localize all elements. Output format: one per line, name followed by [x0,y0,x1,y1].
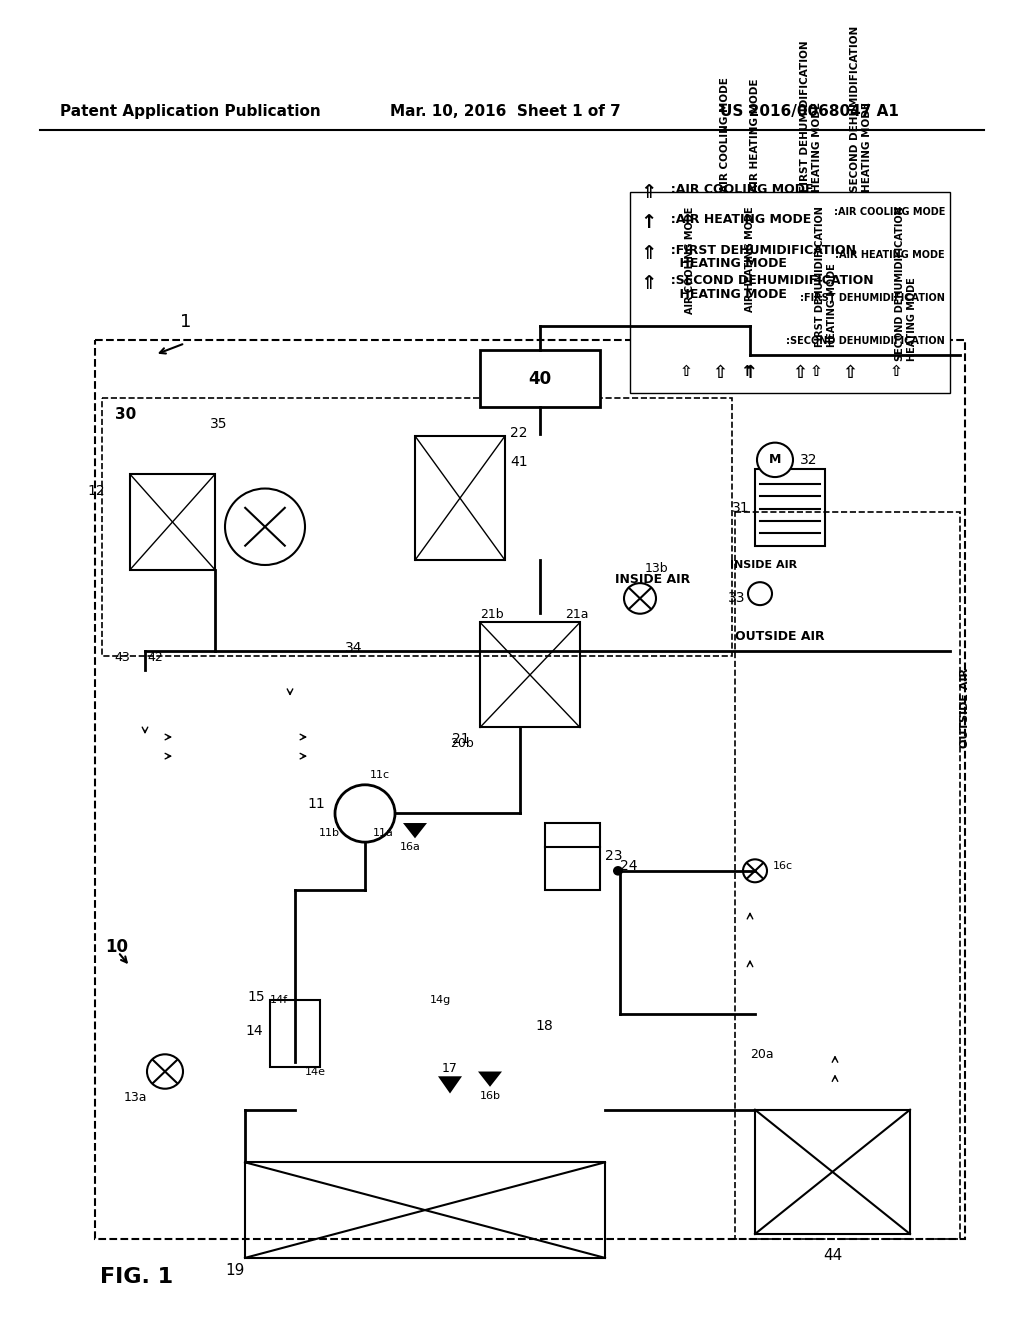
Bar [415,436,505,560]
Bar [735,512,961,1238]
Text: ⇧: ⇧ [680,364,693,379]
Text: :SECOND DEHUMIDIFICATION: :SECOND DEHUMIDIFICATION [786,335,945,346]
Text: HEATING MODE: HEATING MODE [662,288,786,301]
Bar [130,474,215,570]
Text: US 2016/0068047 A1: US 2016/0068047 A1 [720,103,899,119]
Text: 19: 19 [225,1263,245,1278]
Polygon shape [478,1072,502,1086]
Text: 13a: 13a [123,1090,146,1104]
Text: M: M [769,453,781,466]
Text: 42: 42 [147,651,163,664]
Text: AIR HEATING MODE: AIR HEATING MODE [750,79,760,193]
Text: 23: 23 [605,850,623,863]
Bar [245,1163,605,1258]
Text: 21a: 21a [565,609,589,620]
Text: 21: 21 [453,733,470,746]
Text: ⇧: ⇧ [810,364,822,379]
Text: AIR COOLING MODE: AIR COOLING MODE [720,78,730,193]
Text: ⇑: ⇑ [640,182,656,202]
Text: :AIR COOLING MODE: :AIR COOLING MODE [834,207,945,216]
Text: 43: 43 [115,651,130,664]
Text: SECOND DEHUMIDIFICATION
HEATING MODE: SECOND DEHUMIDIFICATION HEATING MODE [850,26,871,193]
Polygon shape [403,824,427,838]
Bar [545,824,600,890]
Text: FIRST DEHUMIDIFICATION
HEATING MODE: FIRST DEHUMIDIFICATION HEATING MODE [815,207,837,347]
Text: 14e: 14e [305,1067,326,1077]
Text: 35: 35 [210,417,227,430]
Text: 13b: 13b [645,561,669,574]
Text: 31: 31 [732,500,750,515]
Text: ⇧: ⇧ [890,364,903,379]
Text: 21b: 21b [480,609,504,620]
Text: 16b: 16b [479,1090,501,1101]
Text: :AIR COOLING MODE: :AIR COOLING MODE [662,182,813,195]
Text: 17: 17 [442,1063,458,1074]
Text: ⇧: ⇧ [793,364,808,383]
Text: 12: 12 [87,483,105,498]
Text: 20a: 20a [750,1048,773,1060]
Text: :FIRST DEHUMIDIFICATION: :FIRST DEHUMIDIFICATION [662,244,856,257]
Text: :FIRST DEHUMIDIFICATION: :FIRST DEHUMIDIFICATION [800,293,945,302]
Text: Mar. 10, 2016  Sheet 1 of 7: Mar. 10, 2016 Sheet 1 of 7 [390,103,621,119]
Text: ↑: ↑ [740,364,753,379]
Text: 22: 22 [510,426,527,441]
Text: ⇧: ⇧ [843,364,857,383]
Text: :AIR HEATING MODE: :AIR HEATING MODE [662,214,811,226]
Text: 1: 1 [180,313,191,331]
Bar [102,397,732,656]
Text: 14g: 14g [430,995,452,1005]
Text: SECOND DEHUMIDIFICATION
HEATING MODE: SECOND DEHUMIDIFICATION HEATING MODE [895,207,916,362]
Text: FIRST DEHUMIDIFICATION
HEATING MODE: FIRST DEHUMIDIFICATION HEATING MODE [800,41,821,193]
Text: ↑: ↑ [742,364,758,383]
Text: AIR HEATING MODE: AIR HEATING MODE [745,207,755,313]
Text: ⇑: ⇑ [640,275,656,293]
Circle shape [613,866,623,875]
Text: 11: 11 [307,797,325,810]
Text: OUTSIDE AIR: OUTSIDE AIR [735,630,824,643]
Text: INSIDE AIR: INSIDE AIR [730,560,797,570]
Text: 14f: 14f [270,995,288,1005]
Circle shape [335,785,395,842]
Text: 34: 34 [345,642,362,656]
Bar [95,341,965,1238]
Text: 32: 32 [800,453,817,467]
Text: 44: 44 [823,1249,842,1263]
Text: ↑: ↑ [640,214,656,232]
Polygon shape [438,1076,462,1093]
Text: ⇧: ⇧ [713,364,728,383]
Text: 18: 18 [535,1019,553,1034]
Text: INSIDE AIR: INSIDE AIR [615,573,690,586]
Text: 20b: 20b [450,737,474,750]
Text: 41: 41 [510,455,527,469]
Text: 11b: 11b [319,828,340,838]
Text: 10: 10 [105,937,128,956]
Bar [755,1110,910,1234]
Text: 30: 30 [115,408,136,422]
Text: HEATING MODE: HEATING MODE [662,257,786,271]
Circle shape [757,442,793,477]
Bar [480,622,580,727]
Text: 11c: 11c [370,771,390,780]
Text: 14: 14 [245,1024,262,1038]
Text: FIG. 1: FIG. 1 [100,1267,173,1287]
Text: :AIR HEATING MODE: :AIR HEATING MODE [836,249,945,260]
Text: 16c: 16c [773,861,794,871]
Bar [630,193,950,393]
Text: 33: 33 [727,591,745,606]
Text: Patent Application Publication: Patent Application Publication [60,103,321,119]
Text: 40: 40 [528,370,552,388]
Text: 11a: 11a [373,828,394,838]
Text: ⇑: ⇑ [640,244,656,263]
Text: AIR COOLING MODE: AIR COOLING MODE [685,207,695,314]
Text: 15: 15 [248,990,265,1005]
Text: :SECOND DEHUMIDIFICATION: :SECOND DEHUMIDIFICATION [662,275,873,288]
Bar [480,350,600,408]
Bar [755,470,825,546]
Text: 24: 24 [620,859,638,873]
Text: 16a: 16a [399,842,421,853]
Text: OUTSIDE AIR: OUTSIDE AIR [961,668,970,748]
Bar [270,999,319,1067]
